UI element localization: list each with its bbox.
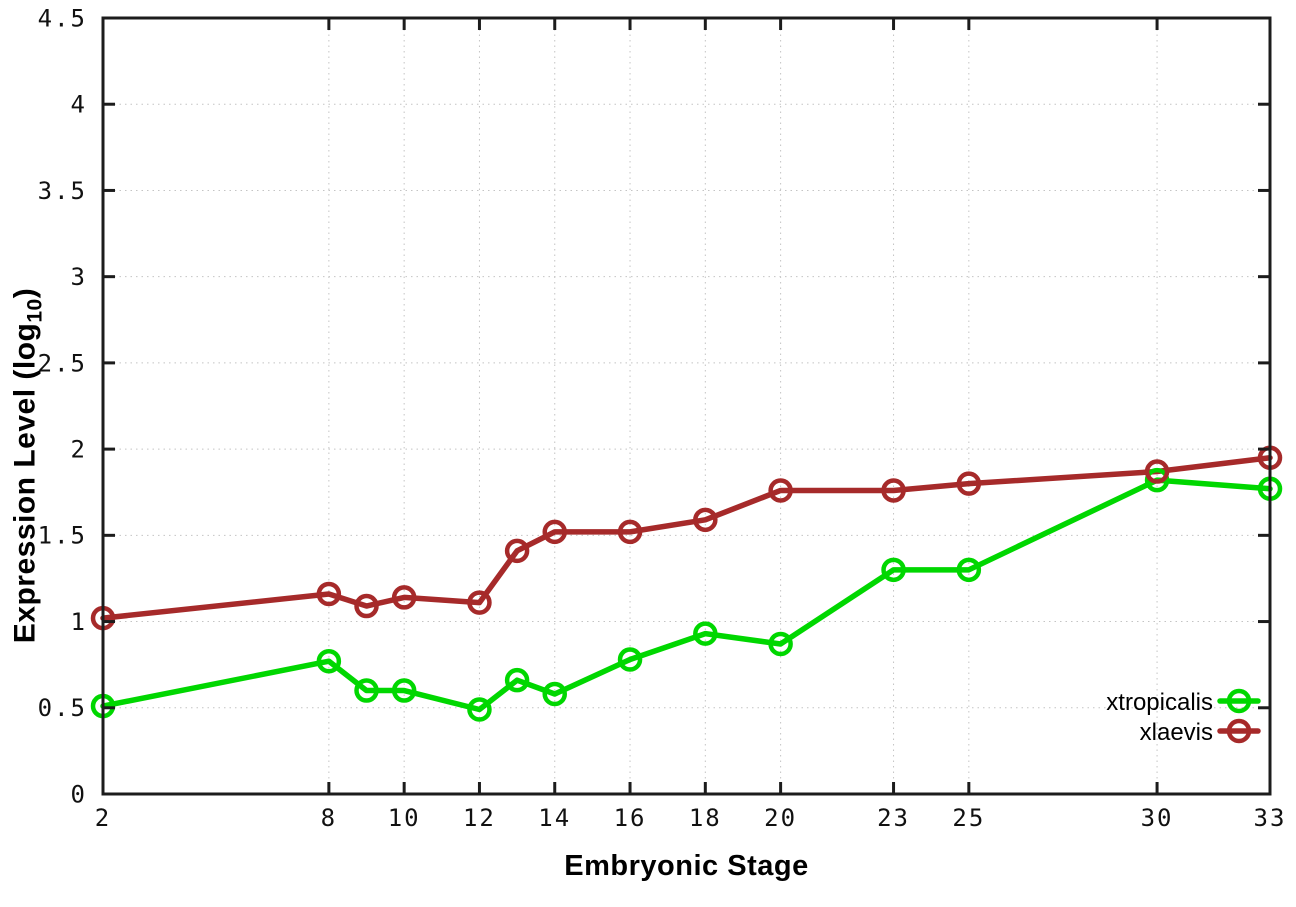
data-point-xlaevis [881,478,906,503]
y-tick-label: 4.5 [38,4,87,32]
x-tick-label: 30 [1141,804,1174,832]
x-axis-title: Embryonic Stage [564,850,809,882]
data-point-xlaevis [354,593,379,619]
y-tick-label: 2.5 [38,349,87,377]
x-tick-label: 23 [877,804,910,832]
data-point-xtropicalis [542,681,567,707]
data-point-xlaevis [956,471,982,496]
x-tick-label: 18 [689,804,722,832]
data-point-xtropicalis [881,557,906,583]
data-point-xtropicalis [504,667,530,693]
y-axis-title: Expression Level (log10) [9,186,48,746]
tick-labels: 0 0.5 1 1.5 2 2.5 3 3.5 4 4.5 2 8 10 12 14 16 18 20 23 25 30… [38,4,1287,832]
legend-marker-xtropicalis [1226,688,1252,714]
data-point-xlaevis [467,590,492,615]
data-point-xtropicalis [391,678,417,703]
y-tick-label: 3 [71,263,87,291]
x-tick-label: 25 [952,804,985,832]
x-tick-label: 33 [1254,804,1287,832]
y-tick-label: 0 [71,780,87,808]
data-point-xlaevis [391,585,417,610]
y-tick-label: 0.5 [38,694,87,722]
data-point-xtropicalis [693,621,718,646]
x-tick-label: 10 [388,804,421,832]
x-tick-label: 8 [321,804,337,832]
y-tick-label: 2 [71,436,87,464]
plot-border [101,16,1272,796]
data-point-xtropicalis [1144,467,1170,493]
data-point-xlaevis [542,519,567,545]
y-axis-title-prefix: Expression Level (log [8,322,42,644]
legend: xtropicalis xlaevis [1106,688,1261,746]
data-point-xlaevis [768,478,793,503]
series-line-xlaevis [100,454,1273,621]
gridlines [103,18,1270,794]
x-tick-label: 2 [95,804,111,832]
data-point-xlaevis [617,519,643,545]
y-axis-title-suffix: ) [8,287,42,299]
x-tick-label: 14 [538,804,571,832]
x-tick-label: 16 [614,804,647,832]
y-tick-label: 4 [71,91,87,119]
legend-label-xlaevis: xlaevis [1140,719,1213,746]
data-point-xlaevis [316,581,342,607]
legend-label-xtropicalis: xtropicalis [1106,689,1213,716]
data-point-xtropicalis [316,648,342,674]
data-point-xtropicalis [467,697,492,722]
data-point-xtropicalis [956,557,982,583]
x-tick-label: 20 [764,804,797,832]
y-tick-label: 3.5 [38,177,87,205]
y-tick-label: 1 [71,608,87,636]
data-point-xlaevis [693,507,718,533]
y-tick-label: 1.5 [38,522,87,550]
axes [101,16,1272,796]
data-point-xlaevis [1144,459,1170,484]
x-tick-label: 12 [463,804,496,832]
data-point-xtropicalis [768,631,793,657]
data-point-xtropicalis [617,647,643,672]
data-series [90,445,1283,722]
y-axis-title-subscript: 10 [23,298,47,323]
data-point-xtropicalis [354,678,379,703]
series-line-xtropicalis [100,477,1273,713]
data-point-xlaevis [504,538,530,564]
legend-markers [1217,688,1261,744]
legend-marker-xlaevis [1226,718,1252,744]
